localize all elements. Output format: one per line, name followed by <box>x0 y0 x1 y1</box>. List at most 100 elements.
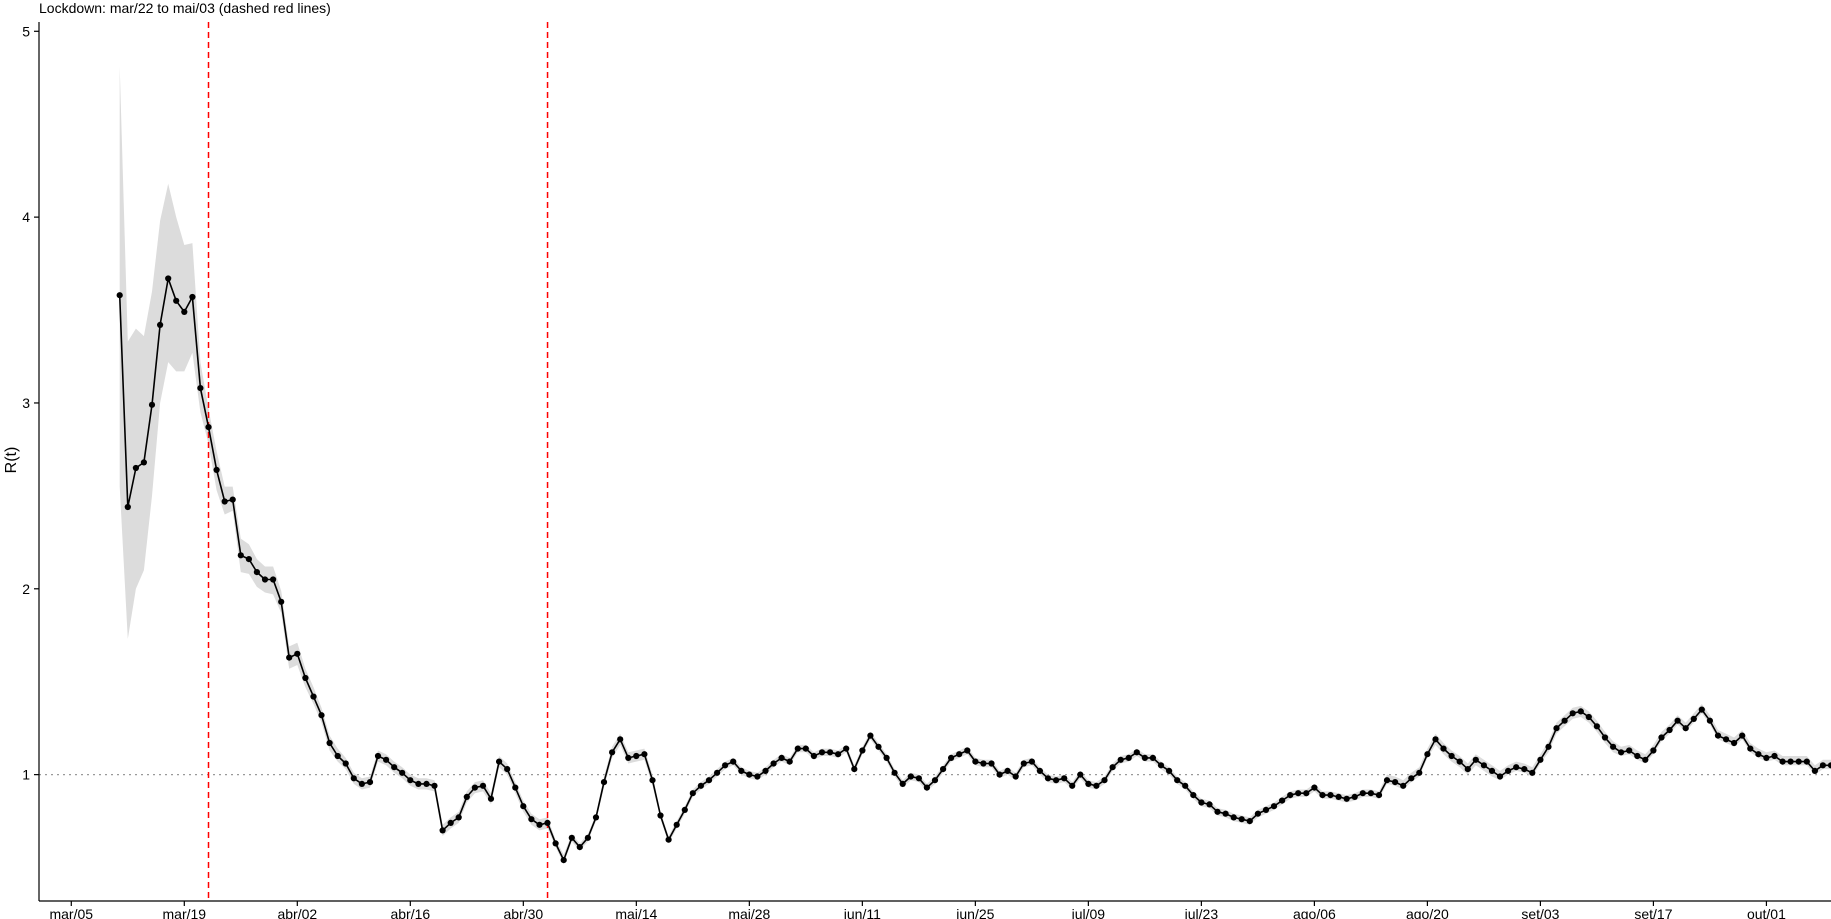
rt-data-point <box>1343 795 1350 802</box>
rt-data-point <box>1496 773 1504 780</box>
y-tick-label: 5 <box>22 23 30 39</box>
rt-data-point <box>132 464 139 472</box>
rt-data-point <box>1763 754 1770 762</box>
rt-data-point <box>1101 777 1108 784</box>
rt-data-point <box>1827 762 1831 769</box>
x-tick-label: mai/28 <box>728 906 770 919</box>
rt-data-point <box>641 751 648 758</box>
rt-data-point <box>705 777 713 784</box>
rt-data-point <box>286 654 293 661</box>
rt-data-point <box>302 674 309 682</box>
x-tick-label: jul/23 <box>1184 906 1219 919</box>
rt-data-point <box>714 769 721 776</box>
rt-data-point <box>165 275 172 282</box>
x-tick-label: abr/16 <box>390 906 430 919</box>
rt-data-point <box>1747 745 1754 752</box>
rt-data-point <box>1230 814 1237 821</box>
rt-data-point <box>407 777 414 784</box>
rt-data-point <box>665 836 672 843</box>
rt-data-point <box>415 780 422 788</box>
rt-data-point <box>1666 726 1673 734</box>
rt-data-point <box>1375 792 1383 799</box>
x-axis-ticks: mar/05 mar/19 abr/02 abr/16 abr/30 mai/14 mai/… <box>49 901 1786 919</box>
rt-data-point <box>1626 747 1633 754</box>
rt-data-point <box>794 745 801 752</box>
rt-data-point <box>988 760 995 767</box>
rt-data-point <box>1610 743 1617 750</box>
rt-data-point <box>859 747 866 754</box>
rt-data-point <box>528 816 535 823</box>
x-tick-label: set/03 <box>1521 906 1559 919</box>
rt-data-point <box>1569 710 1576 717</box>
rt-data-point <box>1795 758 1802 765</box>
rt-data-point <box>843 745 850 752</box>
rt-data-point <box>1157 762 1165 769</box>
rt-data-point <box>1279 797 1286 804</box>
rt-data-point <box>1004 767 1011 775</box>
rt-data-point <box>1020 760 1027 767</box>
rt-data-point <box>972 758 979 765</box>
rt-data-point <box>1085 780 1092 788</box>
rt-data-point <box>173 297 180 304</box>
rt-data-point <box>1650 747 1657 754</box>
rt-data-point <box>391 764 398 771</box>
rt-data-point <box>1222 810 1229 817</box>
rt-data-point <box>1141 754 1148 762</box>
rt-data-point <box>722 762 729 769</box>
rt-data-point <box>463 793 470 801</box>
rt-data-point <box>948 754 955 762</box>
rt-data-point <box>278 598 285 605</box>
rt-data-point <box>1819 762 1826 769</box>
rt-data-point <box>181 308 188 315</box>
y-axis-ticks: 1 2 3 4 5 <box>22 23 39 783</box>
rt-data-point <box>221 498 228 505</box>
chart-subtitle: Lockdown: mar/22 to mai/03 (dashed red l… <box>39 0 331 16</box>
rt-data-point <box>697 782 705 789</box>
rt-data-point <box>1480 762 1487 769</box>
rt-data-point <box>1190 792 1197 799</box>
rt-data-point <box>1658 734 1665 741</box>
rt-data-point <box>996 771 1003 778</box>
rt-data-point <box>536 821 543 828</box>
rt-data-point <box>1456 758 1463 765</box>
rt-data-point <box>326 739 333 747</box>
series-points <box>116 275 1831 864</box>
rt-data-point <box>1464 766 1471 773</box>
x-tick-label: jul/09 <box>1071 906 1106 919</box>
rt-data-point <box>867 732 874 739</box>
rt-data-point <box>1755 751 1762 758</box>
rt-data-point <box>1513 764 1520 771</box>
rt-data-point <box>455 814 462 821</box>
x-tick-label: ago/20 <box>1406 906 1449 919</box>
rt-data-point <box>1125 754 1132 762</box>
rt-data-point <box>649 777 656 784</box>
rt-data-point <box>1012 773 1019 780</box>
rt-data-point <box>600 779 608 786</box>
x-tick-label: jun/11 <box>843 906 881 919</box>
rt-data-point <box>1287 792 1294 799</box>
rt-data-point <box>439 827 446 834</box>
rt-data-point <box>1424 751 1431 758</box>
y-axis-title: R(t) <box>3 447 20 474</box>
rt-data-point <box>1238 816 1245 823</box>
rt-data-point <box>746 771 753 778</box>
rt-data-point <box>1295 790 1302 797</box>
x-tick-label: out/01 <box>1747 906 1786 919</box>
y-tick-label: 3 <box>22 395 30 411</box>
rt-data-point <box>310 693 317 700</box>
x-tick-label: abr/02 <box>277 906 317 919</box>
x-tick-label: mai/14 <box>615 906 657 919</box>
rt-data-point <box>358 780 365 788</box>
rt-data-point <box>1166 767 1173 775</box>
rt-series-line <box>118 277 1831 861</box>
rt-data-point <box>1246 818 1253 825</box>
rt-data-point <box>1044 775 1052 782</box>
rt-data-point <box>140 459 147 466</box>
rt-data-point <box>487 795 495 802</box>
rt-data-point <box>1593 723 1600 730</box>
y-tick-label: 4 <box>22 209 30 225</box>
rt-data-point <box>1133 749 1140 756</box>
rt-data-point <box>802 745 809 752</box>
rt-data-point <box>544 819 551 827</box>
